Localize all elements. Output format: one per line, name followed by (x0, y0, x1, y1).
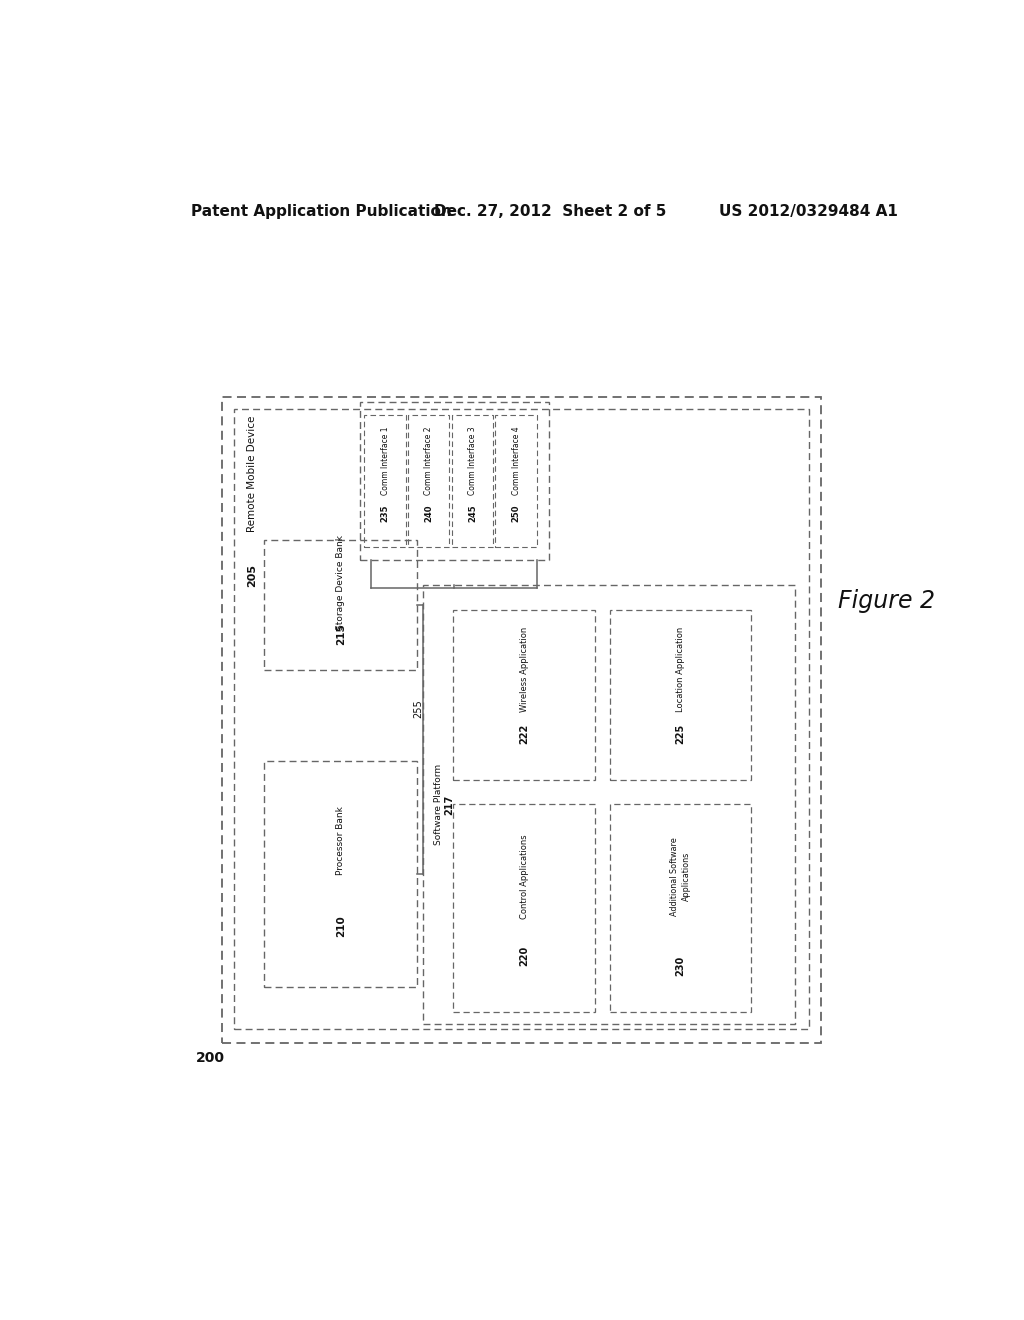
Text: 205: 205 (247, 564, 257, 586)
Bar (454, 610, 595, 780)
Text: 250: 250 (512, 504, 520, 523)
Bar (221, 397, 821, 1043)
Text: Comm Interface 1: Comm Interface 1 (381, 426, 389, 495)
Text: 200: 200 (196, 1051, 224, 1065)
Bar (365, 414, 406, 546)
Bar (233, 409, 809, 1030)
Text: 220: 220 (519, 946, 529, 966)
Text: Software Platform: Software Platform (433, 764, 442, 845)
Bar (264, 762, 417, 987)
Text: 210: 210 (336, 915, 346, 937)
Bar (454, 804, 595, 1012)
Text: 230: 230 (676, 956, 685, 977)
Bar (609, 804, 751, 1012)
Text: 222: 222 (519, 725, 529, 744)
Bar (609, 610, 751, 780)
Text: Remote Mobile Device: Remote Mobile Device (247, 416, 257, 532)
Text: Comm Interface 3: Comm Interface 3 (468, 426, 477, 495)
Text: Dec. 27, 2012  Sheet 2 of 5: Dec. 27, 2012 Sheet 2 of 5 (433, 205, 666, 219)
Bar (452, 414, 494, 546)
Bar (409, 414, 450, 546)
Text: Additional Software
Applications: Additional Software Applications (670, 837, 691, 916)
Text: Wireless Application: Wireless Application (519, 627, 528, 711)
Text: Processor Bank: Processor Bank (336, 805, 345, 875)
Text: Comm Interface 2: Comm Interface 2 (424, 426, 433, 495)
Text: 235: 235 (381, 504, 389, 523)
Text: 255: 255 (414, 698, 424, 718)
Text: 217: 217 (444, 795, 455, 814)
Text: 245: 245 (468, 504, 477, 523)
Text: Comm Interface 4: Comm Interface 4 (512, 426, 520, 495)
Text: Storage Device Bank: Storage Device Bank (336, 535, 345, 630)
Bar (264, 540, 417, 669)
Text: 215: 215 (336, 623, 346, 645)
Bar (423, 585, 795, 1024)
Text: Control Applications: Control Applications (519, 834, 528, 919)
Bar (359, 403, 549, 560)
Text: US 2012/0329484 A1: US 2012/0329484 A1 (719, 205, 898, 219)
Text: Patent Application Publication: Patent Application Publication (191, 205, 453, 219)
Bar (496, 414, 537, 546)
Text: 225: 225 (676, 725, 685, 744)
Text: Location Application: Location Application (676, 627, 685, 711)
Text: 240: 240 (424, 504, 433, 523)
Text: Figure 2: Figure 2 (839, 589, 935, 612)
